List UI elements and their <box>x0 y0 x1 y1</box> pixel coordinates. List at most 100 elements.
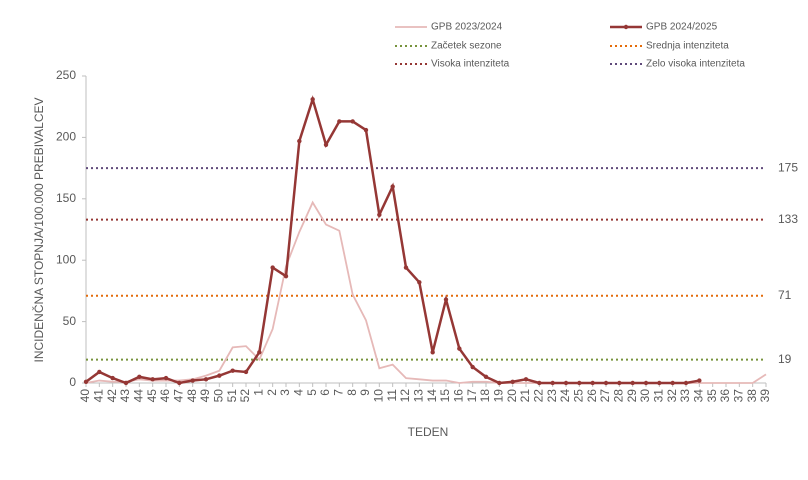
legend-label: Visoka intenziteta <box>431 59 510 70</box>
series-point <box>643 380 649 386</box>
series-point <box>297 138 302 144</box>
x-tick-label: 30 <box>638 389 652 403</box>
y-tick-label: 200 <box>56 130 76 144</box>
x-tick-label: 22 <box>532 389 546 403</box>
y-tick-label: 0 <box>69 375 76 389</box>
legend-label: GPB 2023/2024 <box>431 22 503 33</box>
threshold-label: 175 <box>778 160 798 174</box>
threshold-label: 71 <box>778 288 792 302</box>
x-tick-label: 51 <box>225 389 239 403</box>
y-tick-label: 50 <box>63 314 77 328</box>
series-point <box>417 280 422 285</box>
x-tick-label: 23 <box>545 389 559 403</box>
series-point <box>403 265 409 270</box>
series-point <box>470 364 475 370</box>
series-point <box>110 375 115 381</box>
series-point <box>270 265 275 270</box>
x-axis-label: TEDEN <box>408 425 449 439</box>
legend-label: Srednja intenziteta <box>646 41 729 52</box>
x-tick-label: 29 <box>625 389 639 403</box>
x-tick-label: 3 <box>278 389 292 396</box>
x-tick-label: 45 <box>145 389 159 403</box>
series-point <box>83 379 89 384</box>
series-point <box>337 119 342 124</box>
series-point <box>377 212 382 217</box>
x-tick-label: 10 <box>372 389 386 403</box>
x-tick-label: 38 <box>745 389 759 403</box>
series-point <box>310 97 315 102</box>
x-tick-label: 36 <box>718 389 732 403</box>
series-point <box>137 374 142 380</box>
series-point <box>657 380 662 386</box>
series-point <box>97 369 102 375</box>
x-tick-label: 21 <box>518 389 532 403</box>
series-point <box>617 380 622 386</box>
x-tick-label: 42 <box>105 389 119 403</box>
x-tick-label: 20 <box>505 389 519 403</box>
x-tick-label: 31 <box>652 389 666 403</box>
series-point <box>230 368 235 373</box>
series-line <box>85 95 700 385</box>
series-point <box>497 380 502 386</box>
x-tick-label: 13 <box>412 389 426 403</box>
x-tick-label: 47 <box>172 389 186 403</box>
x-tick-label: 8 <box>345 389 359 396</box>
x-tick-label: 18 <box>478 389 492 403</box>
x-tick-label: 52 <box>238 389 252 403</box>
x-tick-label: 26 <box>585 389 599 403</box>
series-point <box>257 350 262 355</box>
series-point <box>390 184 395 189</box>
series-point <box>670 380 675 386</box>
y-tick-label: 150 <box>56 191 76 205</box>
x-tick-label: 44 <box>132 389 146 403</box>
series-point <box>577 380 582 386</box>
series-point <box>457 346 462 351</box>
series-point <box>697 378 702 383</box>
x-tick-label: 15 <box>438 389 452 403</box>
series-point <box>350 119 355 124</box>
series-point <box>177 380 182 386</box>
legend-label: Začetek sezone <box>431 41 502 52</box>
x-tick-label: 2 <box>265 389 279 396</box>
series-point <box>430 350 435 355</box>
x-tick-label: 5 <box>305 389 319 396</box>
x-tick-label: 11 <box>385 389 399 402</box>
x-tick-label: 34 <box>692 389 706 403</box>
y-axis-label: INCIDENČNA STOPNJA/100.000 PREBIVALCEV <box>31 98 46 363</box>
x-tick-label: 6 <box>318 389 332 396</box>
series-point <box>537 380 542 386</box>
x-tick-label: 43 <box>118 389 132 403</box>
series-point <box>523 377 529 382</box>
threshold-label: 133 <box>778 212 798 226</box>
y-tick-label: 250 <box>56 68 76 82</box>
x-tick-label: 50 <box>212 389 226 403</box>
legend-label: Zelo visoka intenziteta <box>646 59 745 70</box>
x-tick-label: 41 <box>92 389 106 403</box>
legend-label: GPB 2024/2025 <box>646 22 718 33</box>
series-point <box>323 142 329 147</box>
x-tick-label: 27 <box>598 389 612 403</box>
x-tick-label: 24 <box>558 389 572 403</box>
series-point <box>510 379 515 384</box>
series-point <box>603 380 609 386</box>
x-tick-label: 25 <box>572 389 586 403</box>
x-tick-label: 1 <box>252 389 266 396</box>
x-tick-label: 33 <box>678 389 692 403</box>
series-point <box>123 380 129 386</box>
legend-marker <box>623 24 629 30</box>
x-tick-label: 28 <box>612 389 626 403</box>
series-point <box>203 377 209 382</box>
series-line <box>85 200 767 384</box>
series-point <box>683 380 689 386</box>
series-point <box>243 369 249 375</box>
series-point <box>630 380 635 386</box>
series-point <box>563 380 569 386</box>
x-tick-label: 9 <box>358 389 372 396</box>
x-tick-label: 35 <box>705 389 719 403</box>
x-tick-label: 49 <box>198 389 212 403</box>
series-point <box>163 375 169 381</box>
x-tick-label: 37 <box>732 389 746 403</box>
x-tick-label: 4 <box>292 389 306 396</box>
x-tick-label: 39 <box>758 389 772 403</box>
